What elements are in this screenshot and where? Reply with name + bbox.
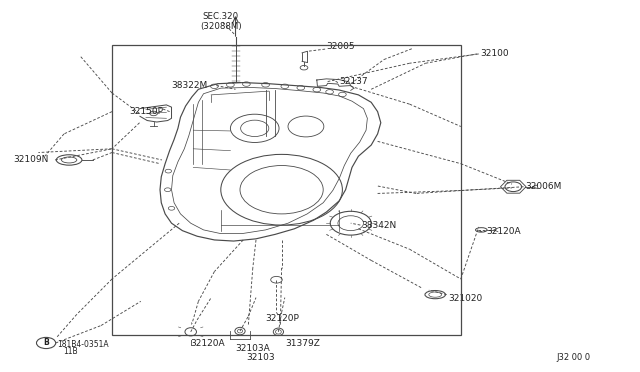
Text: 32137: 32137 [339, 77, 368, 86]
Text: 32006M: 32006M [525, 182, 561, 190]
Text: J32 00 0: J32 00 0 [557, 353, 591, 362]
Text: 32100: 32100 [480, 49, 509, 58]
Bar [112, 45, 461, 335]
Text: 32005: 32005 [326, 42, 355, 51]
Text: 181B4-0351A: 181B4-0351A [58, 340, 109, 349]
Text: 32120A: 32120A [486, 227, 521, 236]
Text: (32088M): (32088M) [200, 22, 242, 31]
Text: 38322M: 38322M [172, 81, 208, 90]
Text: 32120A: 32120A [191, 339, 225, 348]
Text: 38342N: 38342N [362, 221, 397, 230]
Text: SEC.320: SEC.320 [203, 12, 239, 21]
Circle shape [150, 111, 157, 116]
Text: 32103: 32103 [246, 353, 275, 362]
Text: B: B [44, 339, 49, 347]
Text: 11B: 11B [63, 347, 77, 356]
Text: 32103A: 32103A [236, 344, 270, 353]
Text: 31379Z: 31379Z [285, 339, 319, 348]
Text: 32150P: 32150P [129, 107, 163, 116]
Text: 32120P: 32120P [266, 314, 300, 323]
Text: 32109N: 32109N [13, 155, 48, 164]
Text: 321020: 321020 [448, 294, 483, 303]
